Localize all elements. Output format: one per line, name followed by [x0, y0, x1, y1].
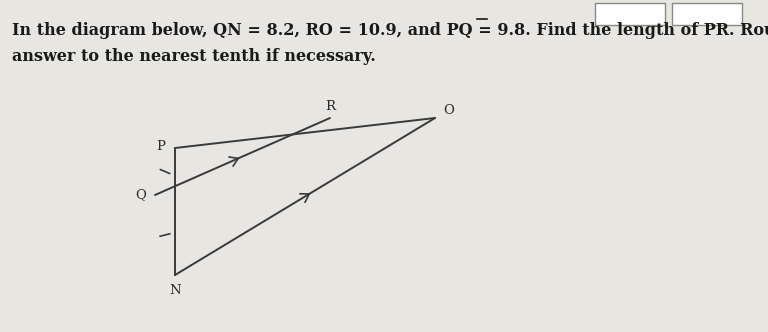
- Bar: [672, 3, 742, 25]
- Text: Q: Q: [136, 189, 147, 202]
- Text: R: R: [325, 100, 335, 113]
- Text: P: P: [157, 139, 165, 152]
- Text: In the diagram below, QN = 8.2, RO = 10.9, and PQ = 9.8. Find the length of PR. : In the diagram below, QN = 8.2, RO = 10.…: [12, 22, 768, 39]
- Text: answer to the nearest tenth if necessary.: answer to the nearest tenth if necessary…: [12, 48, 376, 65]
- Bar: [595, 3, 665, 25]
- Text: N: N: [169, 285, 180, 297]
- Text: O: O: [444, 104, 455, 117]
